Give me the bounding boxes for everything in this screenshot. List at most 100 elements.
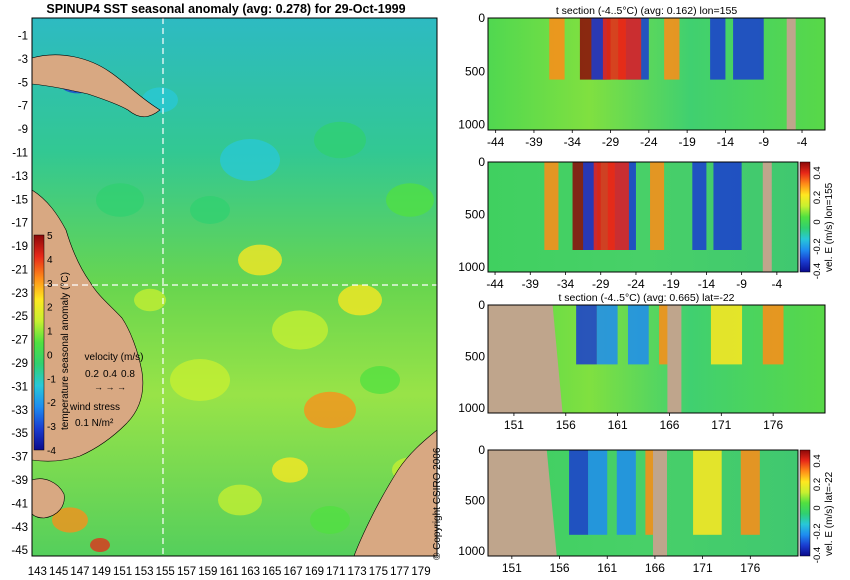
section-x-tick-label: -29 xyxy=(592,277,610,291)
section-anomaly-streak xyxy=(576,305,597,365)
section-anomaly-streak xyxy=(693,450,722,535)
velocity-colorbar-tick: 0 xyxy=(812,219,823,224)
map-anomaly-blob xyxy=(272,310,328,350)
map-anomaly-blob xyxy=(220,139,280,181)
section-y-tick-label: 0 xyxy=(478,11,485,25)
map-x-tick-label: 157 xyxy=(177,566,196,578)
velocity-colorbar-tick: 0.2 xyxy=(812,191,823,204)
map-y-axis: -1 -3 -5 -7 -9 -11 -13 -15 -17 -19 -21 -23 -25 -27 -29… xyxy=(11,31,28,558)
map-x-tick-label: 151 xyxy=(113,566,132,578)
section-anomaly-streak xyxy=(569,450,589,535)
map-x-tick-label: 175 xyxy=(369,566,388,578)
map-anomaly-blob xyxy=(304,391,356,429)
temperature-colorbar: 5 4 3 2 1 0 -1 -2 -3 -4 temperature seasonal anom… xyxy=(33,231,71,457)
map-y-tick-label: -43 xyxy=(11,522,28,534)
new-zealand-landmass xyxy=(353,429,438,557)
map-y-tick-label: -45 xyxy=(11,545,28,557)
map-x-tick-label: 163 xyxy=(241,566,260,578)
map-x-axis: 143 145 147 149 151 153 155 157 159 161 163 165 167 1… xyxy=(28,566,431,578)
map-anomaly-blob xyxy=(96,183,144,217)
velocity-colorbar-tick: 0.2 xyxy=(812,478,823,491)
map-y-tick-label: -13 xyxy=(11,171,28,183)
map-y-tick-label: -11 xyxy=(12,148,28,160)
tasmania-landmass xyxy=(31,478,65,519)
map-y-tick-label: -33 xyxy=(11,405,28,417)
section-y-tick-label: 1000 xyxy=(458,544,485,558)
map-x-tick-label: 147 xyxy=(70,566,89,578)
section-y-tick-label: 500 xyxy=(465,207,485,221)
section-field xyxy=(488,18,825,130)
section-anomaly-streak xyxy=(740,450,760,535)
section-x-tick-label: -29 xyxy=(602,135,620,149)
map-x-tick-label: 153 xyxy=(134,566,153,578)
map-y-tick-label: -39 xyxy=(11,475,28,487)
map-x-tick-label: 171 xyxy=(326,566,345,578)
section-y-tick-label: 500 xyxy=(465,349,485,363)
section-title: t section (-4..5°C) (avg: 0.162) lon=155 xyxy=(556,5,737,17)
section-x-tick-label: 171 xyxy=(693,561,713,575)
temperature-colorbar-ticks: 5 4 3 2 1 0 -1 -2 -3 -4 xyxy=(47,231,56,457)
section-x-tick-label: -34 xyxy=(564,135,582,149)
map-title: SPINUP4 SST seasonal anomaly (avg: 0.278… xyxy=(46,2,405,16)
section-y-tick-label: 0 xyxy=(478,298,485,312)
temperature-colorbar-tick: 0 xyxy=(47,350,53,361)
map-x-tick-label: 169 xyxy=(305,566,324,578)
temperature-colorbar-tick: 1 xyxy=(47,327,53,338)
temperature-colorbar-tick: -3 xyxy=(47,422,56,433)
velocity-legend-value-2: 0.4 xyxy=(103,369,117,380)
section-x-tick-label: -39 xyxy=(522,277,540,291)
section-frame xyxy=(487,161,799,273)
map-x-tick-label: 161 xyxy=(220,566,239,578)
map-anomaly-blob xyxy=(170,359,230,401)
map-y-tick-label: -29 xyxy=(11,358,28,370)
section-y-tick-label: 500 xyxy=(465,64,485,78)
section-land-mask xyxy=(786,18,796,130)
velocity-legend-arrows: → → → xyxy=(94,382,126,392)
map-x-tick-label: 159 xyxy=(198,566,217,578)
section-x-tick-label: -4 xyxy=(797,135,808,149)
section-anomaly-streak xyxy=(710,18,726,80)
map-y-tick-label: -1 xyxy=(18,31,28,43)
temperature-colorbar-tick: -4 xyxy=(47,446,56,457)
temperature-colorbar-tick: 5 xyxy=(47,231,53,242)
map-anomaly-blob xyxy=(314,121,366,159)
section-x-tick-label: -19 xyxy=(678,135,696,149)
map-y-tick-label: -5 xyxy=(18,77,28,89)
map-anomaly-blob xyxy=(134,288,166,312)
temperature-colorbar-tick: 3 xyxy=(47,279,53,290)
map-x-tick-label: 177 xyxy=(390,566,409,578)
map-x-tick-label: 155 xyxy=(156,566,175,578)
map-y-tick-label: -23 xyxy=(11,288,28,300)
section-y-tick-label: 0 xyxy=(478,443,485,457)
section-x-tick-label: 171 xyxy=(711,418,731,432)
map-anomaly-blob xyxy=(190,196,230,224)
section-y-tick-label: 1000 xyxy=(458,401,485,415)
map-anomaly-blob xyxy=(360,366,400,394)
map-y-tick-label: -27 xyxy=(11,335,28,347)
section-anomaly-streak xyxy=(710,305,743,365)
map-y-tick-label: -25 xyxy=(11,311,28,323)
map-anomaly-blob xyxy=(238,244,282,276)
map-x-tick-label: 165 xyxy=(262,566,281,578)
map-anomaly-blob xyxy=(386,183,434,217)
section-x-tick-label: 156 xyxy=(556,418,576,432)
sst-anomaly-map: -1-3-5-7-9-11-13-15-17-19-21-23-25-27-29… xyxy=(11,17,438,578)
depth-section-2: 0 500 1000-44 -39 -34 -29 -24 -19 -14 -9 -4 0.4 0.2 0… xyxy=(458,155,835,291)
temperature-colorbar-label: temperature seasonal anomaly (°C) xyxy=(60,272,71,430)
section-x-tick-label: -44 xyxy=(486,277,504,291)
velocity-colorbar-tick: -0.4 xyxy=(812,263,823,279)
map-frame xyxy=(31,17,438,557)
wind-legend-label: wind stress xyxy=(69,402,120,413)
map-y-tick-label: -17 xyxy=(11,218,28,230)
map-x-tick-label: 149 xyxy=(92,566,111,578)
map-y-tick-label: -31 xyxy=(11,381,28,393)
section-anomaly-streak xyxy=(549,18,565,80)
velocity-colorbar-ramp xyxy=(799,449,811,557)
map-anomaly-blob xyxy=(338,284,382,316)
temperature-colorbar-tick: -1 xyxy=(47,374,56,385)
section-x-tick-label: 156 xyxy=(550,561,570,575)
section-field xyxy=(488,162,798,272)
map-y-tick-label: -41 xyxy=(11,498,28,510)
copyright-notice: © Copyright CSIRO 2006 xyxy=(432,447,443,560)
